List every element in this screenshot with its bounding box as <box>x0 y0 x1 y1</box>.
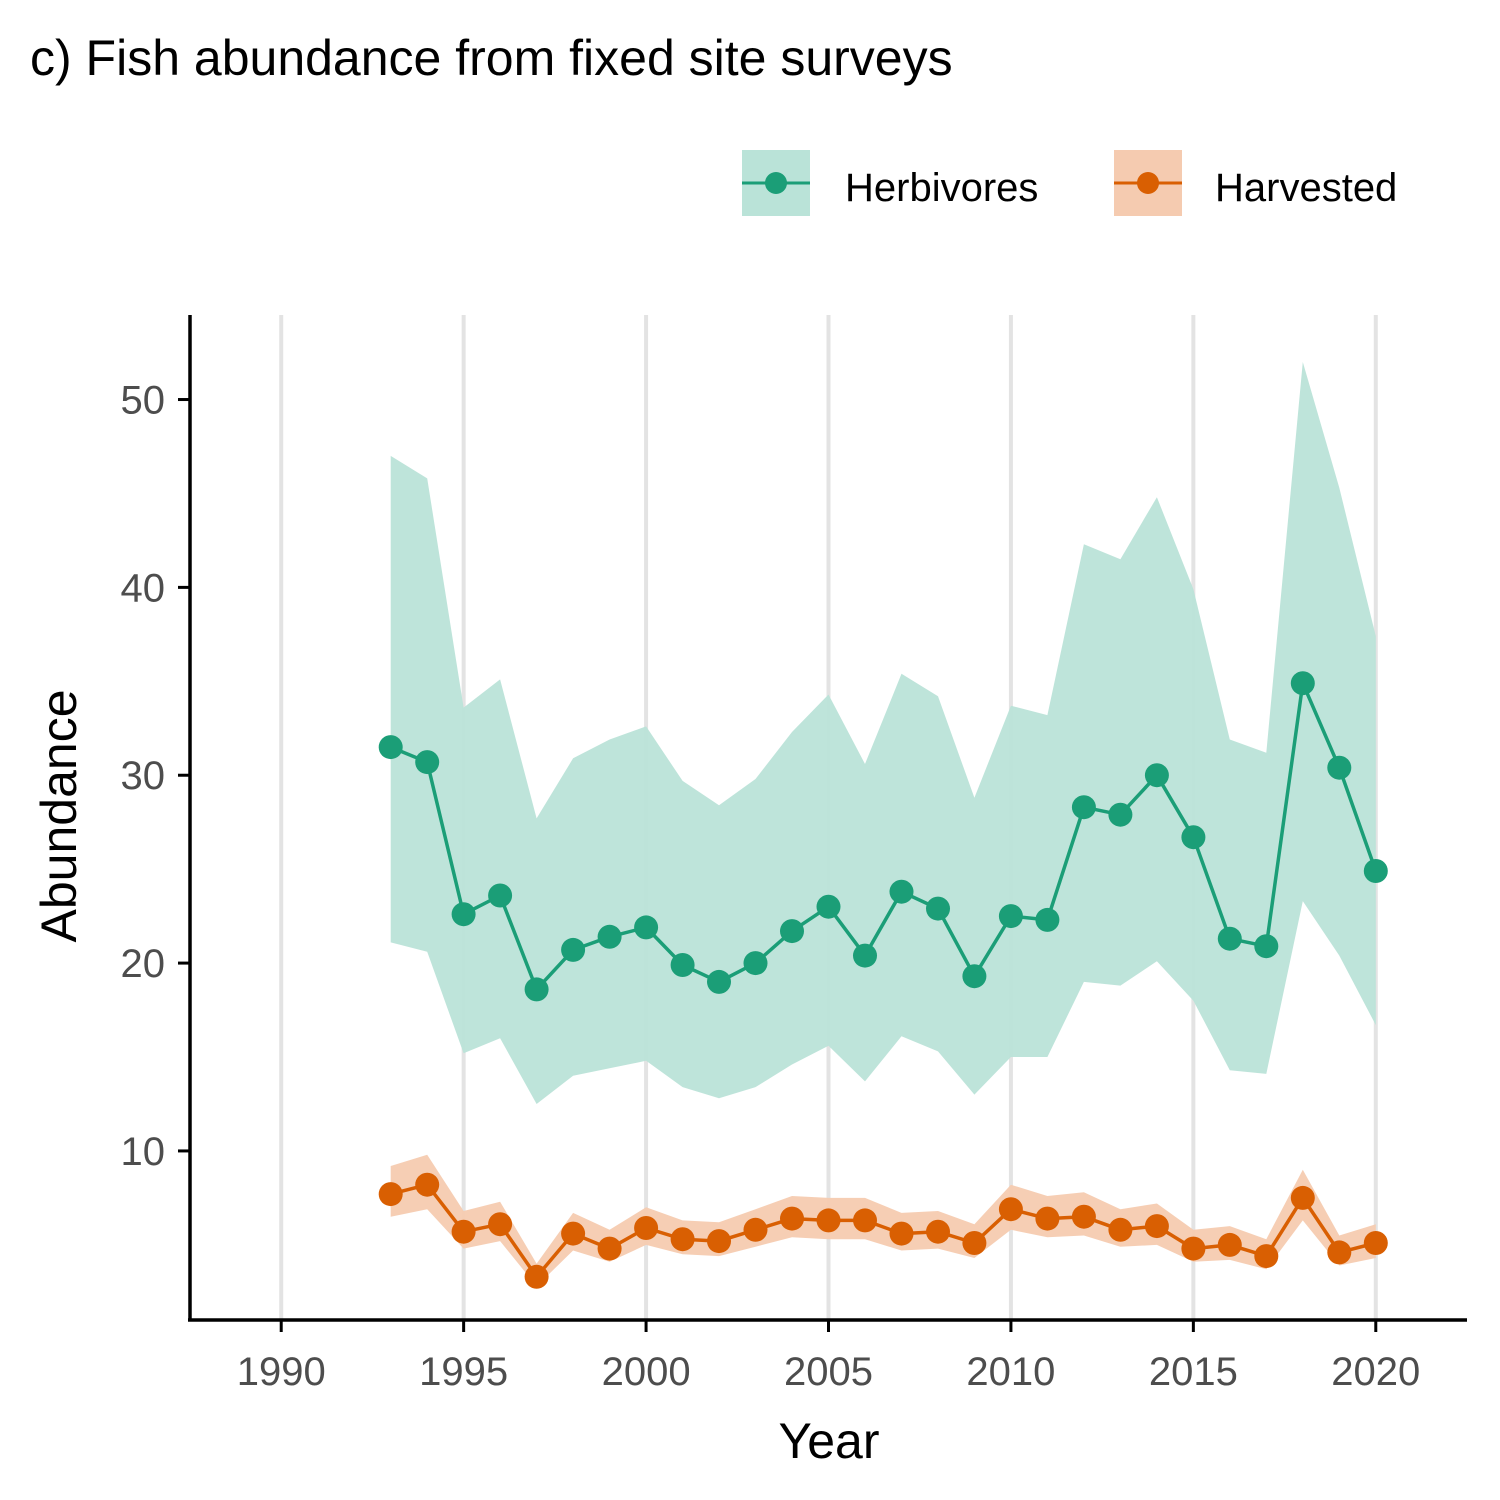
point-harvested <box>1290 1185 1315 1210</box>
y-tick-label: 50 <box>121 379 166 423</box>
ribbon-harvested <box>390 1154 1376 1287</box>
point-harvested <box>926 1219 950 1244</box>
series-points <box>378 671 1388 1289</box>
point-herbivores <box>926 896 950 921</box>
point-harvested <box>451 1219 476 1244</box>
y-tick-label: 30 <box>121 754 166 798</box>
x-tick-label: 2000 <box>602 1350 691 1394</box>
x-tick-label: 2020 <box>1331 1350 1420 1394</box>
x-tick-label: 2015 <box>1149 1350 1238 1394</box>
point-herbivores <box>1363 859 1388 883</box>
x-tick-label: 2005 <box>784 1350 873 1394</box>
point-herbivores <box>1071 795 1096 820</box>
point-herbivores <box>1327 755 1352 780</box>
x-tick-label: 1990 <box>237 1350 326 1394</box>
point-herbivores <box>1290 671 1315 696</box>
point-herbivores <box>670 953 695 977</box>
point-herbivores <box>962 964 987 989</box>
x-axis-title: Year <box>778 1413 879 1469</box>
point-harvested <box>1363 1231 1388 1255</box>
point-harvested <box>561 1221 586 1246</box>
point-herbivores <box>1181 825 1206 850</box>
point-harvested <box>670 1227 695 1252</box>
y-axis-title: Abundance <box>31 689 87 942</box>
x-tick-label: 2010 <box>966 1350 1055 1394</box>
point-herbivores <box>378 735 403 760</box>
point-herbivores <box>597 924 622 949</box>
point-herbivores <box>524 977 549 1002</box>
point-herbivores <box>743 951 768 976</box>
point-herbivores <box>1217 926 1242 951</box>
point-herbivores <box>1035 907 1060 932</box>
legend-point-herbivores <box>765 172 787 194</box>
point-herbivores <box>998 904 1023 929</box>
y-tick-label: 20 <box>121 942 166 986</box>
y-tick-label: 40 <box>121 566 166 610</box>
point-harvested <box>816 1208 841 1233</box>
y-axis-ticks: 10 20 30 40 50 <box>121 379 190 1174</box>
ribbon-herbivores <box>390 362 1376 1104</box>
point-harvested <box>1144 1214 1169 1239</box>
point-harvested <box>1035 1206 1060 1231</box>
point-harvested <box>634 1216 659 1240</box>
point-herbivores <box>1108 802 1133 827</box>
point-herbivores <box>1144 763 1169 788</box>
point-harvested <box>707 1229 731 1254</box>
point-harvested <box>1327 1240 1352 1265</box>
confidence-ribbons <box>390 362 1376 1287</box>
legend: Herbivores Harvested <box>742 150 1397 216</box>
point-herbivores <box>853 943 877 968</box>
point-harvested <box>415 1172 440 1197</box>
point-harvested <box>889 1221 914 1246</box>
point-harvested <box>853 1208 877 1233</box>
point-harvested <box>1181 1236 1206 1261</box>
point-herbivores <box>415 750 440 775</box>
chart-title: c) Fish abundance from fixed site survey… <box>30 30 953 86</box>
y-tick-label: 10 <box>121 1130 166 1174</box>
point-harvested <box>524 1264 549 1289</box>
point-herbivores <box>561 937 586 962</box>
legend-label-harvested: Harvested <box>1215 166 1397 210</box>
point-herbivores <box>1254 934 1279 959</box>
point-herbivores <box>634 915 659 940</box>
point-harvested <box>378 1182 403 1207</box>
point-harvested <box>1254 1244 1279 1269</box>
point-herbivores <box>816 894 841 919</box>
point-harvested <box>597 1236 622 1261</box>
point-herbivores <box>780 919 804 944</box>
point-harvested <box>1217 1232 1242 1257</box>
series-lines <box>390 681 1378 1279</box>
point-harvested <box>488 1212 513 1237</box>
point-harvested <box>1108 1217 1133 1242</box>
point-herbivores <box>451 902 476 927</box>
point-harvested <box>998 1197 1023 1222</box>
legend-label-herbivores: Herbivores <box>845 166 1038 210</box>
point-herbivores <box>889 879 914 904</box>
x-tick-label: 1995 <box>419 1350 508 1394</box>
line-herbivores <box>390 681 1378 992</box>
point-herbivores <box>707 969 731 994</box>
x-axis-ticks: 1990 1995 2000 2005 2010 2015 2020 <box>237 1320 1420 1394</box>
point-herbivores <box>488 883 513 908</box>
point-harvested <box>743 1217 768 1242</box>
point-harvested <box>780 1206 804 1231</box>
point-harvested <box>1071 1204 1096 1229</box>
line-harvested <box>390 1182 1377 1279</box>
point-harvested <box>962 1231 987 1255</box>
legend-point-harvested <box>1137 172 1159 194</box>
